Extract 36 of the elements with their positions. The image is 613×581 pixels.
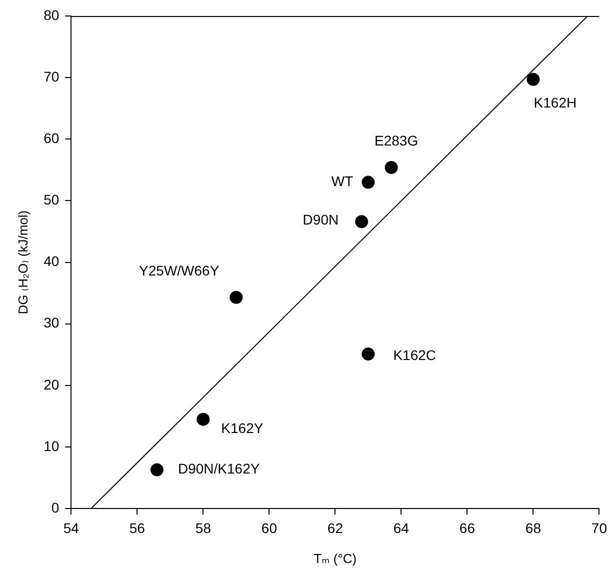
y-tick-label: 0 — [51, 499, 60, 516]
point — [362, 348, 375, 361]
point — [362, 176, 375, 189]
y-tick-label: 20 — [44, 376, 60, 392]
y-tick-label: 60 — [44, 130, 60, 146]
point — [355, 215, 368, 228]
annotation: K162Y — [221, 420, 264, 436]
annotation: Y25W/W66Y — [139, 262, 220, 278]
annotation: E283G — [374, 132, 418, 148]
point — [526, 72, 540, 86]
point — [230, 290, 243, 304]
y-tick-label: 40 — [44, 253, 60, 270]
y-tick-label: 30 — [44, 314, 60, 331]
x-tick-label: 54 — [63, 520, 80, 536]
y-tick-label: 10 — [44, 438, 60, 454]
annotation: D90N/K162Y — [178, 460, 260, 477]
x-tick-label: 68 — [525, 520, 542, 536]
x-axis-title: Tₘ (°C) — [314, 550, 357, 566]
annotation: K162C — [393, 346, 436, 363]
annotation: D90N — [302, 212, 339, 228]
x-tick-label: 70 — [591, 520, 608, 536]
x-tick-label: 60 — [261, 520, 278, 536]
x-tick-label: 64 — [393, 520, 410, 536]
annotation: K162H — [534, 94, 577, 110]
y-axis-title: DG ₍H₂O₎ (kJ/mol) — [15, 210, 30, 314]
point — [150, 463, 164, 476]
y-tick-label: 80 — [44, 6, 60, 23]
x-tick-label: 62 — [327, 520, 344, 536]
point — [196, 412, 210, 426]
y-tick-label: 70 — [44, 68, 60, 84]
x-tick-label: 58 — [195, 520, 212, 536]
y-tick-label: 50 — [44, 192, 60, 208]
x-tick-label: 66 — [459, 520, 476, 536]
x-tick-label: 56 — [129, 520, 146, 536]
annotation: WT — [331, 173, 354, 190]
point — [384, 160, 398, 174]
